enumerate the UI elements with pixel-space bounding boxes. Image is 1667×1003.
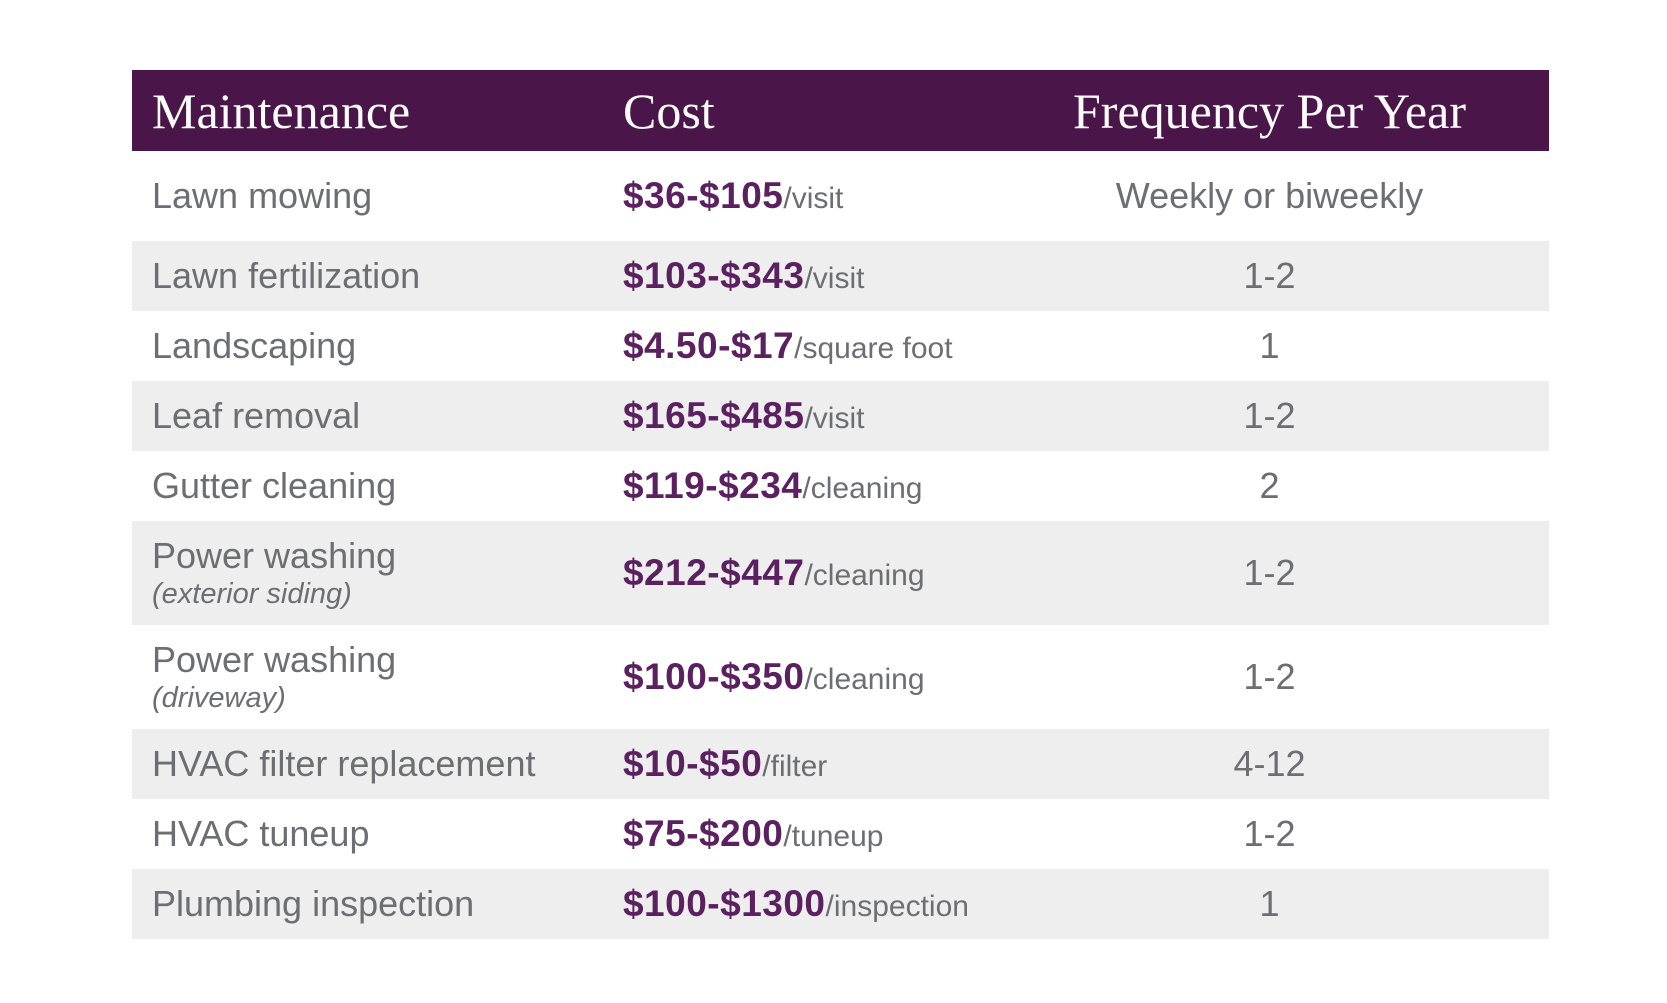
frequency-value: 1-2	[1243, 813, 1296, 854]
cost-cell: $212-$447/cleaning	[623, 552, 990, 594]
cost-unit: /cleaning	[802, 472, 923, 505]
cost-range: $75-$200	[622, 813, 784, 854]
maintenance-cell: Gutter cleaning	[132, 464, 623, 507]
maintenance-label: HVAC filter replacement	[152, 743, 536, 785]
cost-range: $100-$1300	[622, 883, 826, 924]
table-row: Leaf removal $165-$485/visit 1-2	[132, 381, 1549, 451]
cost-range: $4.50-$17	[622, 325, 795, 366]
frequency-value: 4-12	[1233, 743, 1306, 784]
maintenance-cell: Lawn fertilization	[132, 254, 623, 297]
maintenance-note: (exterior siding)	[152, 578, 352, 611]
cost-range: $119-$234	[622, 465, 803, 506]
column-header-maintenance: Maintenance	[152, 82, 411, 139]
table-row: HVAC filter replacement $10-$50/filter 4…	[132, 729, 1549, 799]
cost-cell: $4.50-$17/square foot	[623, 325, 990, 367]
maintenance-cell: HVAC filter replacement	[132, 742, 623, 785]
maintenance-note: (driveway)	[152, 682, 286, 715]
table-row: Power washing (driveway) $100-$350/clean…	[132, 625, 1549, 729]
maintenance-label: Leaf removal	[152, 395, 361, 437]
maintenance-label: Landscaping	[152, 325, 357, 367]
cost-unit: /cleaning	[804, 663, 925, 696]
table-row: Gutter cleaning $119-$234/cleaning 2	[132, 451, 1549, 521]
maintenance-cell: Power washing (driveway)	[132, 638, 623, 716]
maintenance-cost-table: Maintenance Cost Frequency Per Year Lawn…	[132, 70, 1549, 939]
maintenance-cell: HVAC tuneup	[132, 812, 623, 855]
cost-range: $36-$105	[622, 175, 784, 216]
maintenance-label: Gutter cleaning	[152, 465, 397, 507]
cost-cell: $103-$343/visit	[623, 255, 990, 297]
maintenance-label: Lawn mowing	[152, 175, 373, 217]
cost-cell: $119-$234/cleaning	[623, 465, 990, 507]
cost-cell: $100-$350/cleaning	[623, 656, 990, 698]
table-row: Landscaping $4.50-$17/square foot 1	[132, 311, 1549, 381]
frequency-value: 2	[1259, 465, 1280, 506]
maintenance-label: Power washing	[152, 639, 397, 680]
table-header: Maintenance Cost Frequency Per Year	[132, 70, 1549, 151]
maintenance-cell: Landscaping	[132, 324, 623, 367]
table-row: Lawn fertilization $103-$343/visit 1-2	[132, 241, 1549, 311]
cost-range: $100-$350	[622, 656, 805, 697]
cost-range: $212-$447	[622, 552, 805, 593]
table-row: Lawn mowing $36-$105/visit Weekly or biw…	[132, 151, 1549, 241]
cost-unit: /visit	[783, 182, 844, 215]
frequency-value: 1-2	[1243, 255, 1296, 296]
cost-unit: /visit	[804, 262, 865, 295]
maintenance-label: Plumbing inspection	[152, 883, 475, 925]
cost-cell: $10-$50/filter	[623, 743, 990, 785]
maintenance-label: Lawn fertilization	[152, 255, 421, 297]
cost-range: $103-$343	[622, 255, 805, 296]
table-row: HVAC tuneup $75-$200/tuneup 1-2	[132, 799, 1549, 869]
frequency-value: Weekly or biweekly	[1115, 175, 1424, 216]
column-header-cost: Cost	[622, 82, 715, 139]
column-header-frequency: Frequency Per Year	[1073, 82, 1466, 139]
maintenance-label: HVAC tuneup	[152, 813, 370, 855]
maintenance-label: Power washing	[152, 535, 397, 576]
cost-range: $165-$485	[622, 395, 805, 436]
frequency-value: 1	[1259, 325, 1280, 366]
frequency-value: 1-2	[1243, 552, 1296, 593]
cost-unit: /inspection	[825, 890, 969, 923]
cost-cell: $100-$1300/inspection	[623, 883, 990, 925]
table-row: Plumbing inspection $100-$1300/inspectio…	[132, 869, 1549, 939]
frequency-value: 1-2	[1243, 656, 1296, 697]
table-row: Power washing (exterior siding) $212-$44…	[132, 521, 1549, 625]
cost-unit: /tuneup	[783, 820, 884, 853]
cost-unit: /cleaning	[804, 559, 925, 592]
cost-cell: $36-$105/visit	[623, 175, 990, 217]
frequency-value: 1-2	[1243, 395, 1296, 436]
cost-cell: $165-$485/visit	[623, 395, 990, 437]
cost-cell: $75-$200/tuneup	[623, 813, 990, 855]
cost-unit: /visit	[804, 402, 865, 435]
maintenance-cell: Plumbing inspection	[132, 882, 623, 925]
maintenance-cell: Power washing (exterior siding)	[132, 534, 623, 612]
cost-range: $10-$50	[622, 743, 763, 784]
table-body: Lawn mowing $36-$105/visit Weekly or biw…	[132, 151, 1549, 939]
maintenance-cell: Leaf removal	[132, 394, 623, 437]
cost-unit: /square foot	[794, 332, 953, 365]
cost-unit: /filter	[762, 750, 828, 783]
maintenance-cell: Lawn mowing	[132, 174, 623, 217]
frequency-value: 1	[1259, 883, 1280, 924]
